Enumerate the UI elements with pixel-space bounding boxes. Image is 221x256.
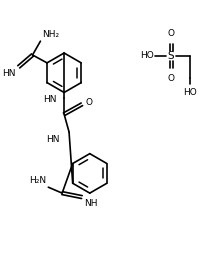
Text: HN: HN [46,135,59,144]
Text: H₂N: H₂N [29,176,46,185]
Text: HN: HN [2,69,16,78]
Text: S: S [167,51,174,61]
Text: O: O [86,98,93,107]
Text: NH: NH [84,199,97,208]
Text: O: O [167,74,174,83]
Text: NH₂: NH₂ [42,30,59,39]
Text: O: O [167,29,174,38]
Text: HO: HO [183,88,197,97]
Text: HO: HO [140,51,154,60]
Text: HN: HN [43,95,56,104]
